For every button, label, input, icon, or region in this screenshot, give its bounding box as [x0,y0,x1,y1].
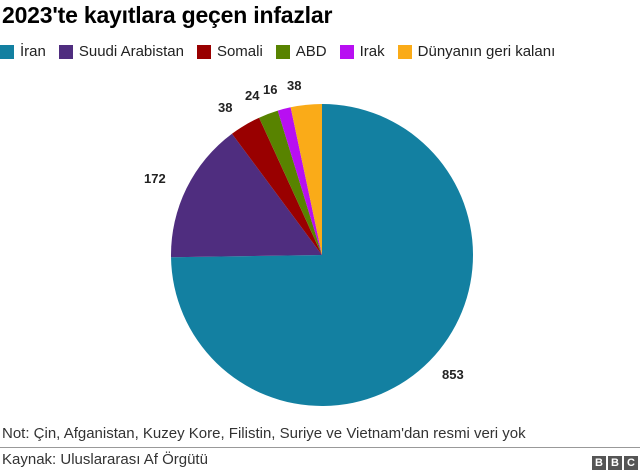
pie-chart: 853 172 38 24 16 38 [144,78,474,407]
footnote: Not: Çin, Afganistan, Kuzey Kore, Filist… [2,425,526,442]
pie-slices [171,104,474,407]
legend-item-somali: Somali [196,43,263,60]
legend-label: Suudi Arabistan [78,43,184,60]
legend-label: İran [20,43,46,60]
legend-label: Dünyanın geri kalanı [417,43,556,60]
legend-label: Somali [216,43,263,60]
legend-label: Irak [359,43,385,60]
pie-slice-2 [231,117,322,255]
legend-item-dunyanin-geri-kalani: Dünyanın geri kalanı [397,43,556,60]
logo-letter: C [624,456,638,470]
legend-swatch [275,44,290,59]
legend-item-irak: Irak [339,43,385,60]
legend-swatch [339,44,354,59]
data-label-irak: 16 [263,82,277,97]
data-label-iran: 853 [442,367,464,382]
logo-letter: B [608,456,622,470]
data-label-dunyanin-geri-kalani: 38 [287,78,301,93]
source-text: Kaynak: Uluslararası Af Örgütü [2,451,208,468]
legend-swatch [397,44,412,59]
legend-swatch [0,44,14,59]
bbc-logo: B B C [592,456,638,470]
legend-item-abd: ABD [275,43,327,60]
legend: İran Suudi Arabistan Somali ABD Irak Dün… [0,43,568,60]
data-label-somali: 38 [218,100,232,115]
logo-letter: B [592,456,606,470]
pie-slice-0 [171,104,474,407]
pie-slice-1 [171,133,322,258]
divider [0,447,640,448]
legend-label: ABD [295,43,327,60]
legend-swatch [196,44,211,59]
data-label-abd: 24 [245,88,260,103]
legend-item-suudi-arabistan: Suudi Arabistan [58,43,184,60]
pie-slice-3 [259,110,322,256]
legend-swatch [58,44,73,59]
pie-slice-4 [277,107,322,256]
legend-item-iran: İran [0,43,46,60]
data-label-suudi-arabistan: 172 [144,171,166,186]
pie-slice-5 [290,104,322,255]
chart-title: 2023'te kayıtlara geçen infazlar [2,2,333,28]
